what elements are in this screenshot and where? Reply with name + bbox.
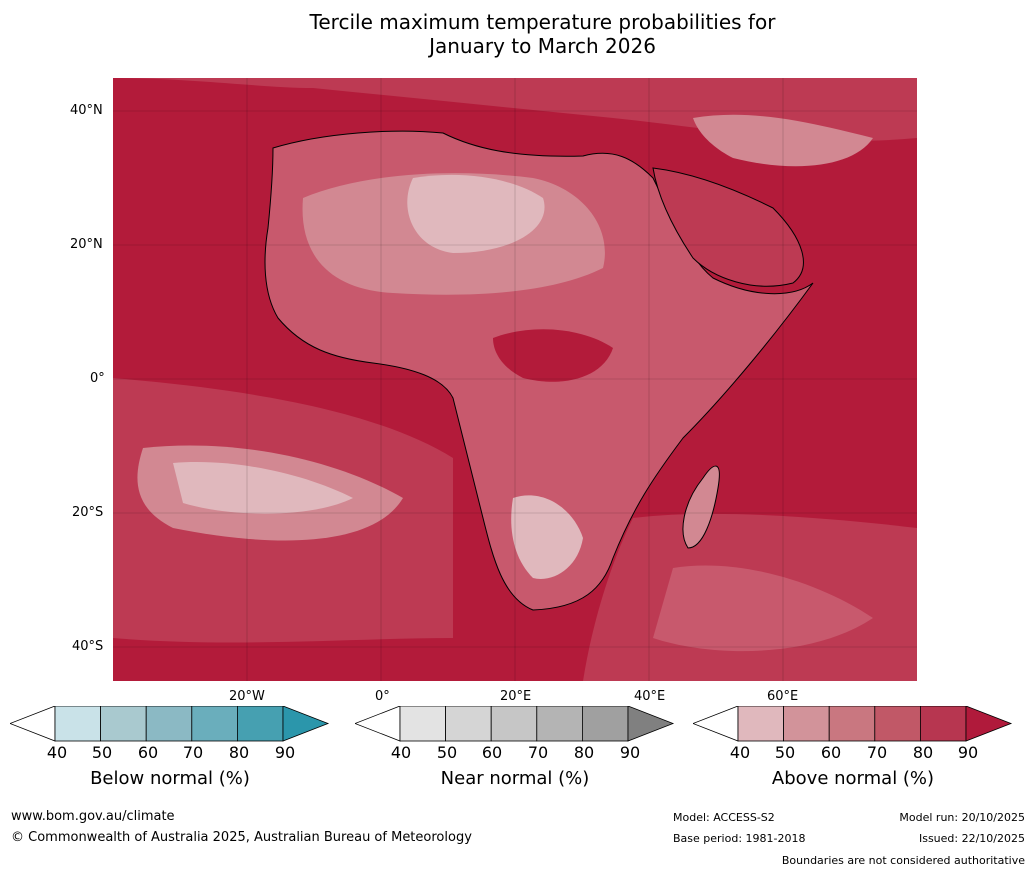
cbar-below-extend-low bbox=[8, 705, 56, 742]
cbar-near-swatch bbox=[399, 705, 446, 742]
cbar-above-swatch bbox=[737, 705, 784, 742]
madagascar bbox=[682, 465, 720, 549]
south-indian-above-70-area bbox=[653, 565, 873, 652]
middle-east-above-60-area bbox=[693, 114, 873, 167]
arabian-peninsula bbox=[652, 167, 804, 287]
lat-label-40n: 40°N bbox=[70, 103, 103, 118]
colorbar-below-normal bbox=[8, 705, 334, 746]
cbar-above-tick: 80 bbox=[912, 743, 934, 762]
lat-label-0: 0° bbox=[90, 371, 105, 386]
cbar-above-extend-low bbox=[691, 705, 739, 742]
central-africa-above-90-area bbox=[493, 329, 613, 382]
cbar-above-tick: 40 bbox=[729, 743, 751, 762]
cbar-below-swatch bbox=[100, 705, 147, 742]
title-line-2: January to March 2026 bbox=[429, 34, 656, 58]
cbar-near-tick: 40 bbox=[390, 743, 412, 762]
cbar-near-swatch bbox=[581, 705, 629, 742]
cbar-below-swatch bbox=[54, 705, 101, 742]
lon-label-20e: 20°E bbox=[500, 689, 532, 704]
cbar-above-extend-high bbox=[965, 705, 1013, 742]
cbar-above-swatch bbox=[783, 705, 830, 742]
colorbar-above-normal bbox=[691, 705, 1017, 746]
cbar-below-tick: 80 bbox=[228, 743, 250, 762]
colorbar-near-swatches bbox=[353, 705, 675, 742]
footer-model: Model: ACCESS-S2 bbox=[673, 811, 775, 824]
graticule bbox=[113, 78, 917, 681]
cbar-above-tick: 70 bbox=[866, 743, 888, 762]
footer-issued: Issued: 22/10/2025 bbox=[918, 832, 1025, 845]
southern-africa-above-50-area bbox=[511, 495, 583, 579]
cbar-near-swatch bbox=[536, 705, 583, 742]
cbar-near-tick: 70 bbox=[527, 743, 549, 762]
cbar-near-tick: 50 bbox=[436, 743, 458, 762]
colorbar-above-label: Above normal (%) bbox=[771, 768, 935, 789]
lat-label-20n: 20°N bbox=[70, 237, 103, 252]
cbar-above-tick: 50 bbox=[774, 743, 796, 762]
footer-disclaimer: Boundaries are not considered authoritat… bbox=[781, 854, 1025, 867]
lat-label-40s: 40°S bbox=[72, 639, 104, 654]
probability-map bbox=[113, 78, 917, 681]
cbar-near-swatch bbox=[490, 705, 538, 742]
footer-base-period: Base period: 1981-2018 bbox=[673, 832, 806, 845]
colorbar-near-label: Near normal (%) bbox=[440, 768, 590, 789]
cbar-below-tick: 90 bbox=[274, 743, 296, 762]
cbar-above-tick: 90 bbox=[957, 743, 979, 762]
chart-title: Tercile maximum temperature probabilitie… bbox=[0, 10, 1035, 58]
cbar-below-tick: 40 bbox=[46, 743, 68, 762]
sahara-above-50-area bbox=[407, 174, 545, 253]
cbar-above-swatch bbox=[828, 705, 876, 742]
cbar-below-extend-high bbox=[282, 705, 330, 742]
cbar-near-tick: 80 bbox=[573, 743, 595, 762]
cbar-below-swatch bbox=[145, 705, 193, 742]
footer-model-run: Model run: 20/10/2025 bbox=[899, 811, 1025, 824]
cbar-near-tick: 60 bbox=[481, 743, 503, 762]
cbar-below-tick: 60 bbox=[137, 743, 159, 762]
footer-copyright: © Commonwealth of Australia 2025, Austra… bbox=[11, 830, 472, 845]
title-line-1: Tercile maximum temperature probabilitie… bbox=[309, 10, 776, 34]
colorbar-near-normal bbox=[353, 705, 679, 746]
lat-label-20s: 20°S bbox=[72, 505, 104, 520]
cbar-below-swatch bbox=[191, 705, 238, 742]
cbar-below-tick: 70 bbox=[182, 743, 204, 762]
lon-label-20w: 20°W bbox=[229, 689, 265, 704]
south-atlantic-above-50-area bbox=[173, 462, 353, 514]
cbar-above-swatch bbox=[919, 705, 967, 742]
cbar-near-tick: 90 bbox=[619, 743, 641, 762]
colorbar-below-label: Below normal (%) bbox=[90, 768, 250, 789]
lon-label-0: 0° bbox=[375, 689, 390, 704]
cbar-below-tick: 50 bbox=[91, 743, 113, 762]
lon-label-60e: 60°E bbox=[767, 689, 799, 704]
footer-url: www.bom.gov.au/climate bbox=[11, 809, 175, 824]
cbar-near-swatch bbox=[445, 705, 492, 742]
colorbar-above-swatches bbox=[691, 705, 1013, 742]
cbar-above-tick: 60 bbox=[820, 743, 842, 762]
map-canvas bbox=[113, 78, 917, 681]
cbar-near-extend-high bbox=[627, 705, 675, 742]
cbar-above-swatch bbox=[874, 705, 921, 742]
cbar-near-extend-low bbox=[353, 705, 401, 742]
cbar-below-swatch bbox=[236, 705, 284, 742]
lon-label-40e: 40°E bbox=[634, 689, 666, 704]
colorbar-below-swatches bbox=[8, 705, 330, 742]
